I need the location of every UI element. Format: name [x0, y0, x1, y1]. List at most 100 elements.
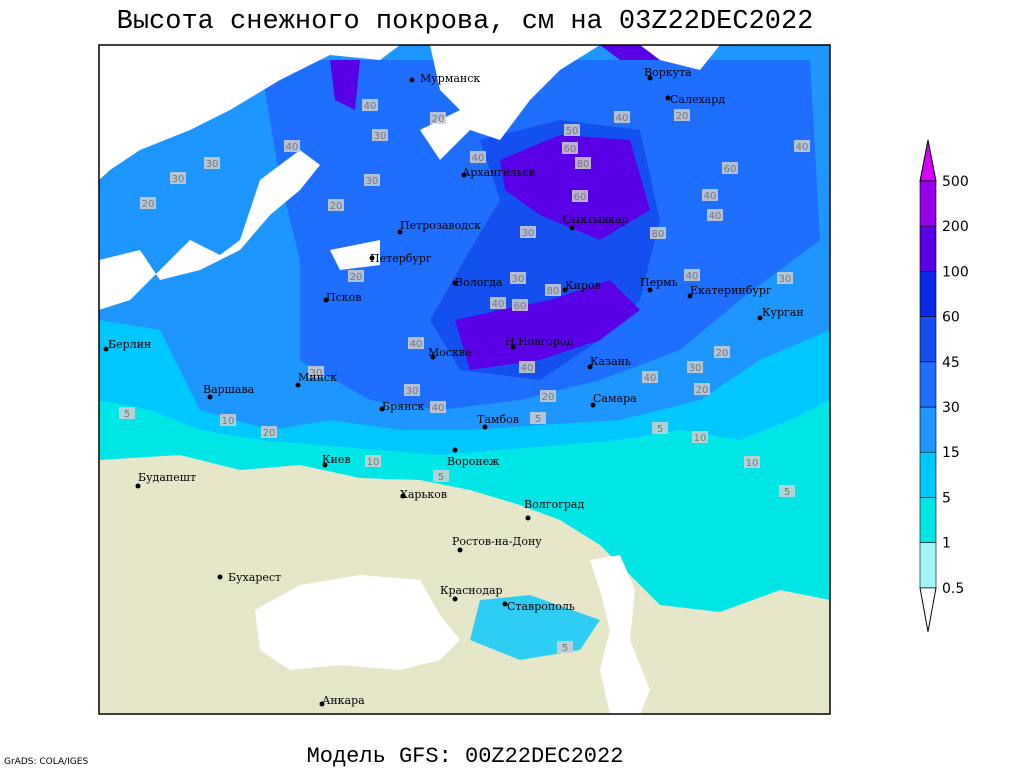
city-label: Будапешт	[138, 471, 196, 484]
contour-label: 80	[652, 229, 665, 240]
kara-sea	[640, 45, 720, 70]
contour-label: 60	[514, 301, 527, 312]
contour-label-bg	[744, 456, 760, 468]
city-label: Тамбов	[477, 413, 519, 426]
contour-label: 5	[124, 409, 130, 420]
contour-label: 30	[522, 228, 535, 239]
contour-label-bg	[564, 124, 580, 136]
contour-label: 40	[704, 191, 717, 202]
contour-label-bg	[204, 157, 220, 169]
contour-label: 5	[657, 424, 663, 435]
contour-label-bg	[510, 272, 526, 284]
contour-label: 20	[696, 385, 709, 396]
city-label: Салехард	[670, 93, 725, 106]
city-dot	[757, 315, 763, 321]
contour-label: 20	[330, 201, 343, 212]
city-dot	[452, 447, 458, 453]
city-dot	[687, 293, 693, 299]
contour-label: 30	[172, 174, 185, 185]
contour-label: 40	[364, 101, 377, 112]
contour-label-bg	[328, 199, 344, 211]
contour-label: 5	[784, 487, 790, 498]
contour-label-bg	[140, 197, 156, 209]
contour-label-bg	[284, 140, 300, 152]
contour-label-bg	[530, 412, 546, 424]
caspian-sea	[590, 555, 650, 714]
contour-label-bg	[692, 431, 708, 443]
contour-label: 30	[206, 159, 219, 170]
colorbar-label: 0.5	[942, 581, 964, 597]
contour-label-bg	[687, 361, 703, 373]
colorbar-low	[919, 587, 937, 632]
contour-label: 40	[796, 142, 809, 153]
contour-label-bg	[404, 384, 420, 396]
contour-label: 40	[472, 153, 485, 164]
city-dot	[569, 225, 575, 231]
contour-label: 5	[562, 643, 568, 654]
contour-label: 10	[367, 457, 380, 468]
contour-label-bg	[684, 269, 700, 281]
contour-label-bg	[694, 383, 710, 395]
colorbar-segment	[919, 406, 937, 453]
contour-label-bg	[490, 297, 506, 309]
city-dot	[103, 346, 109, 352]
city-dot	[397, 229, 403, 235]
contour-label-bg	[520, 226, 536, 238]
city-dot	[207, 394, 213, 400]
city-label: Краснодар	[440, 584, 503, 597]
snow-peak	[330, 60, 360, 110]
city-dot	[319, 701, 325, 707]
contour-label: 60	[724, 164, 737, 175]
city-dot	[665, 95, 671, 101]
contour-label: 40	[492, 299, 505, 310]
footer: Модель GFS: 00Z22DEC2022	[307, 744, 624, 768]
city-label: Киров	[565, 279, 601, 292]
colorbar-segment	[919, 316, 937, 363]
contour-label-bg	[545, 284, 561, 296]
colorbar-label: 45	[942, 355, 960, 371]
contour-label: 30	[512, 274, 525, 285]
city-dot	[647, 287, 653, 293]
black-sea	[255, 575, 460, 670]
city-dot	[461, 172, 467, 178]
contour-label: 80	[577, 159, 590, 170]
city-label: Петрозаводск	[400, 219, 481, 232]
contour-label: 60	[564, 144, 577, 155]
contour-label: 10	[222, 416, 235, 427]
contour-label: 5	[535, 414, 541, 425]
contour-label-bg	[562, 142, 578, 154]
contour-label: 5	[438, 472, 444, 483]
colorbar-segment	[919, 451, 937, 498]
contour-label: 20	[542, 392, 555, 403]
city-dot	[452, 280, 458, 286]
contour-label: 40	[616, 113, 629, 124]
city-label: Архангельск	[462, 166, 536, 179]
city-label: Пермь	[640, 276, 678, 289]
contour-label-bg	[430, 112, 446, 124]
contour-label: 40	[686, 271, 699, 282]
city-label: Самара	[593, 392, 637, 405]
contour-label: 30	[310, 368, 323, 379]
sea-north	[99, 45, 400, 180]
colorbar-label: 100	[942, 264, 969, 280]
colorbar-segment	[919, 180, 937, 227]
contour-label-bg	[372, 129, 388, 141]
colorbar-segment	[919, 542, 937, 589]
contour-label-bg	[794, 140, 810, 152]
contour-label: 40	[709, 211, 722, 222]
map-area	[99, 45, 830, 714]
city-dot	[295, 382, 301, 388]
contour-label: 20	[432, 114, 445, 125]
contour-label: 40	[644, 373, 657, 384]
city-dot	[562, 287, 568, 293]
city-dot	[323, 297, 329, 303]
contour-label: 20	[350, 272, 363, 283]
city-label: Харьков	[400, 488, 447, 501]
colorbar-high	[919, 139, 937, 182]
contour-label-bg	[433, 470, 449, 482]
city-label: Псков	[326, 291, 361, 304]
city-dot	[369, 255, 375, 261]
contour-label-bg	[722, 162, 738, 174]
city-label: Брянск	[382, 400, 425, 413]
